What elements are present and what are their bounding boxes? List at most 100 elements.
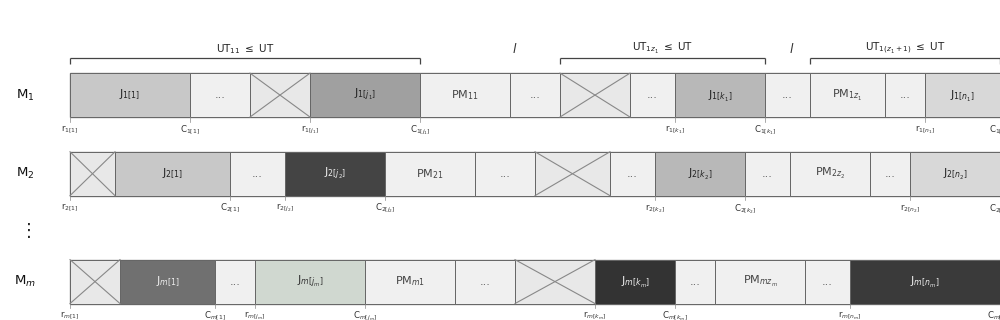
Text: ...: ...: [782, 90, 793, 100]
Text: ...: ...: [647, 90, 658, 100]
Text: ...: ...: [252, 169, 263, 179]
Bar: [515, 260, 595, 304]
Bar: [255, 260, 365, 304]
Text: J$_{1[1]}$: J$_{1[1]}$: [119, 88, 141, 102]
Text: J$_{2[n_2]}$: J$_{2[n_2]}$: [943, 166, 967, 181]
Text: r$_{2[k_2]}$: r$_{2[k_2]}$: [645, 202, 665, 215]
Text: J$_{m[1]}$: J$_{m[1]}$: [156, 275, 179, 289]
Bar: [70, 152, 115, 196]
Bar: [810, 73, 885, 117]
Text: $\vdots$: $\vdots$: [19, 221, 31, 240]
Text: PM$_{11}$: PM$_{11}$: [451, 88, 479, 102]
Text: PM$_{m1}$: PM$_{m1}$: [395, 275, 425, 289]
Text: C$_{2[j_2]}$: C$_{2[j_2]}$: [375, 202, 395, 215]
Text: C$_{2[n_2]}$: C$_{2[n_2]}$: [989, 202, 1000, 216]
Bar: [510, 73, 560, 117]
Bar: [715, 260, 805, 304]
Bar: [455, 260, 515, 304]
Text: PM$_{21}$: PM$_{21}$: [416, 167, 444, 180]
Text: C$_{2[1]}$: C$_{2[1]}$: [220, 202, 240, 215]
Bar: [310, 73, 420, 117]
Bar: [70, 260, 1000, 304]
Text: ...: ...: [530, 90, 540, 100]
Bar: [230, 152, 285, 196]
Bar: [610, 152, 655, 196]
Bar: [115, 152, 230, 196]
Text: M$_m$: M$_m$: [14, 274, 36, 289]
Bar: [70, 73, 190, 117]
Text: UT$_{1(z_1+1)}$ $\leq$ UT: UT$_{1(z_1+1)}$ $\leq$ UT: [865, 41, 945, 56]
Bar: [675, 73, 765, 117]
Text: ...: ...: [230, 276, 240, 287]
Bar: [365, 260, 455, 304]
Text: C$_{m[k_m]}$: C$_{m[k_m]}$: [662, 310, 688, 320]
Text: J$_{m[j_m]}$: J$_{m[j_m]}$: [297, 273, 323, 290]
Bar: [885, 73, 925, 117]
Bar: [420, 73, 510, 117]
Text: r$_{m[k_m]}$: r$_{m[k_m]}$: [583, 310, 607, 320]
Bar: [250, 73, 310, 117]
Text: PM$_{mz_m}$: PM$_{mz_m}$: [743, 274, 777, 289]
Text: J$_{1[j_1]}$: J$_{1[j_1]}$: [354, 87, 376, 103]
Text: r$_{1[n_1]}$: r$_{1[n_1]}$: [915, 124, 935, 136]
Text: r$_{m[n_m]}$: r$_{m[n_m]}$: [838, 310, 862, 320]
Text: ...: ...: [900, 90, 910, 100]
Bar: [630, 73, 675, 117]
Bar: [215, 260, 255, 304]
Bar: [870, 152, 910, 196]
Text: $l$: $l$: [789, 42, 795, 56]
Bar: [285, 152, 385, 196]
Text: r$_{m[j_m]}$: r$_{m[j_m]}$: [244, 310, 266, 320]
Text: C$_{1[j_1]}$: C$_{1[j_1]}$: [410, 124, 430, 137]
Text: ...: ...: [215, 90, 225, 100]
Text: ...: ...: [762, 169, 773, 179]
Bar: [675, 260, 715, 304]
Text: C$_{1[n_1]}$: C$_{1[n_1]}$: [989, 124, 1000, 137]
Text: ...: ...: [500, 169, 510, 179]
Bar: [560, 73, 630, 117]
Bar: [475, 152, 535, 196]
Text: UT$_{1z_1}$ $\leq$ UT: UT$_{1z_1}$ $\leq$ UT: [632, 41, 693, 56]
Bar: [385, 152, 475, 196]
Text: C$_{m[n_m]}$: C$_{m[n_m]}$: [987, 310, 1000, 320]
Bar: [70, 152, 1000, 196]
Bar: [765, 73, 810, 117]
Text: C$_{1[k_1]}$: C$_{1[k_1]}$: [754, 124, 776, 137]
Text: r$_{2[j_2]}$: r$_{2[j_2]}$: [276, 202, 294, 214]
Bar: [925, 73, 1000, 117]
Text: PM$_{1z_1}$: PM$_{1z_1}$: [832, 88, 863, 103]
Text: C$_{2[k_2]}$: C$_{2[k_2]}$: [734, 202, 756, 216]
Text: $l$: $l$: [512, 42, 518, 56]
Bar: [535, 152, 610, 196]
Text: r$_{1[k_1]}$: r$_{1[k_1]}$: [665, 124, 685, 136]
Bar: [70, 260, 120, 304]
Text: ...: ...: [822, 276, 833, 287]
Text: M$_2$: M$_2$: [16, 166, 34, 181]
Text: r$_{2[n_2]}$: r$_{2[n_2]}$: [900, 202, 920, 215]
Bar: [655, 152, 745, 196]
Text: C$_{1[1]}$: C$_{1[1]}$: [180, 124, 200, 137]
Text: ...: ...: [627, 169, 638, 179]
Bar: [805, 260, 850, 304]
Bar: [910, 152, 1000, 196]
Text: ...: ...: [690, 276, 700, 287]
Bar: [595, 260, 675, 304]
Text: J$_{2[j_2]}$: J$_{2[j_2]}$: [324, 165, 346, 182]
Text: UT$_{11}$ $\leq$ UT: UT$_{11}$ $\leq$ UT: [216, 43, 274, 56]
Text: J$_{2[1]}$: J$_{2[1]}$: [162, 167, 183, 181]
Text: ...: ...: [885, 169, 895, 179]
Text: J$_{m[k_m]}$: J$_{m[k_m]}$: [621, 274, 649, 289]
Text: J$_{1[k_1]}$: J$_{1[k_1]}$: [708, 88, 732, 102]
Text: C$_{m[1]}$: C$_{m[1]}$: [204, 310, 226, 320]
Bar: [745, 152, 790, 196]
Bar: [70, 73, 1000, 117]
Bar: [850, 260, 1000, 304]
Text: r$_{m[1]}$: r$_{m[1]}$: [60, 310, 80, 320]
Text: J$_{2[k_2]}$: J$_{2[k_2]}$: [688, 166, 712, 181]
Text: r$_{2[1]}$: r$_{2[1]}$: [61, 202, 79, 214]
Bar: [190, 73, 250, 117]
Text: r$_{1[j_1]}$: r$_{1[j_1]}$: [301, 124, 319, 136]
Text: r$_{1[1]}$: r$_{1[1]}$: [61, 124, 79, 136]
Bar: [120, 260, 215, 304]
Text: ...: ...: [480, 276, 490, 287]
